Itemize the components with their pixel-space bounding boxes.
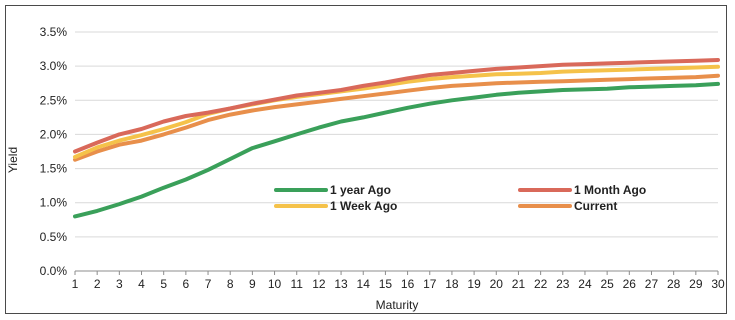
- x-tick-label: 20: [490, 277, 504, 291]
- x-tick-label: 7: [205, 277, 212, 291]
- x-tick-label: 29: [689, 277, 703, 291]
- series-line-1-year-ago: [73, 81, 720, 219]
- y-tick-label: 2.5%: [40, 93, 68, 107]
- x-tick-label: 5: [160, 277, 167, 291]
- x-tick-label: 6: [183, 277, 190, 291]
- y-tick-label: 3.5%: [40, 25, 68, 39]
- y-tick-label: 1.5%: [40, 162, 68, 176]
- y-tick-label: 1.0%: [40, 196, 68, 210]
- y-tick-label: 0.5%: [40, 230, 68, 244]
- x-tick-label: 18: [445, 277, 459, 291]
- x-tick-label: 12: [312, 277, 326, 291]
- legend-label-1-week-ago: 1 Week Ago: [330, 199, 397, 213]
- y-axis-title: Yield: [6, 147, 20, 173]
- series-line-current: [73, 73, 720, 162]
- x-tick-label: 15: [379, 277, 393, 291]
- x-tick-label: 8: [227, 277, 234, 291]
- legend: 1 year Ago 1 Month Ago 1 Week Ago Current: [274, 183, 646, 213]
- x-tick-label: 16: [401, 277, 415, 291]
- x-tick-label: 24: [578, 277, 592, 291]
- chart-frame: [5, 5, 727, 314]
- x-tick-label: 26: [623, 277, 637, 291]
- y-tick-label: 3.0%: [40, 59, 68, 73]
- x-tick-label: 11: [290, 277, 303, 291]
- x-tick-label: 2: [94, 277, 101, 291]
- series-line-1-month-ago: [73, 58, 720, 154]
- legend-label-1-month-ago: 1 Month Ago: [574, 183, 646, 197]
- x-tick-label: 21: [512, 277, 526, 291]
- series-layer: [73, 58, 720, 219]
- x-tick-label: 14: [357, 277, 371, 291]
- y-tick-label: 2.0%: [40, 127, 68, 141]
- legend-label-current: Current: [574, 199, 617, 213]
- grid-layer: [75, 31, 718, 238]
- x-tick-label: 30: [711, 277, 725, 291]
- x-tick-label: 22: [534, 277, 548, 291]
- x-tick-label: 19: [467, 277, 481, 291]
- x-tick-label: 13: [334, 277, 348, 291]
- x-tick-label: 28: [667, 277, 681, 291]
- x-tick-label: 25: [600, 277, 614, 291]
- x-axis-title: Maturity: [376, 298, 419, 312]
- x-tick-label: 17: [423, 277, 437, 291]
- x-tick-label: 3: [116, 277, 123, 291]
- series-line-1-week-ago: [73, 64, 720, 159]
- x-tick-label: 1: [72, 277, 79, 291]
- legend-label-1-year-ago: 1 year Ago: [330, 183, 391, 197]
- x-tick-label: 9: [249, 277, 256, 291]
- axis-layer: 0.0%0.5%1.0%1.5%2.0%2.5%3.0%3.5%1 2 3 4 5 6 7 8…: [40, 25, 725, 291]
- x-tick-label: 4: [138, 277, 145, 291]
- x-tick-label: 10: [268, 277, 282, 291]
- x-tick-label: 27: [645, 277, 659, 291]
- y-tick-label: 0.0%: [40, 264, 68, 278]
- x-tick-label: 23: [556, 277, 570, 291]
